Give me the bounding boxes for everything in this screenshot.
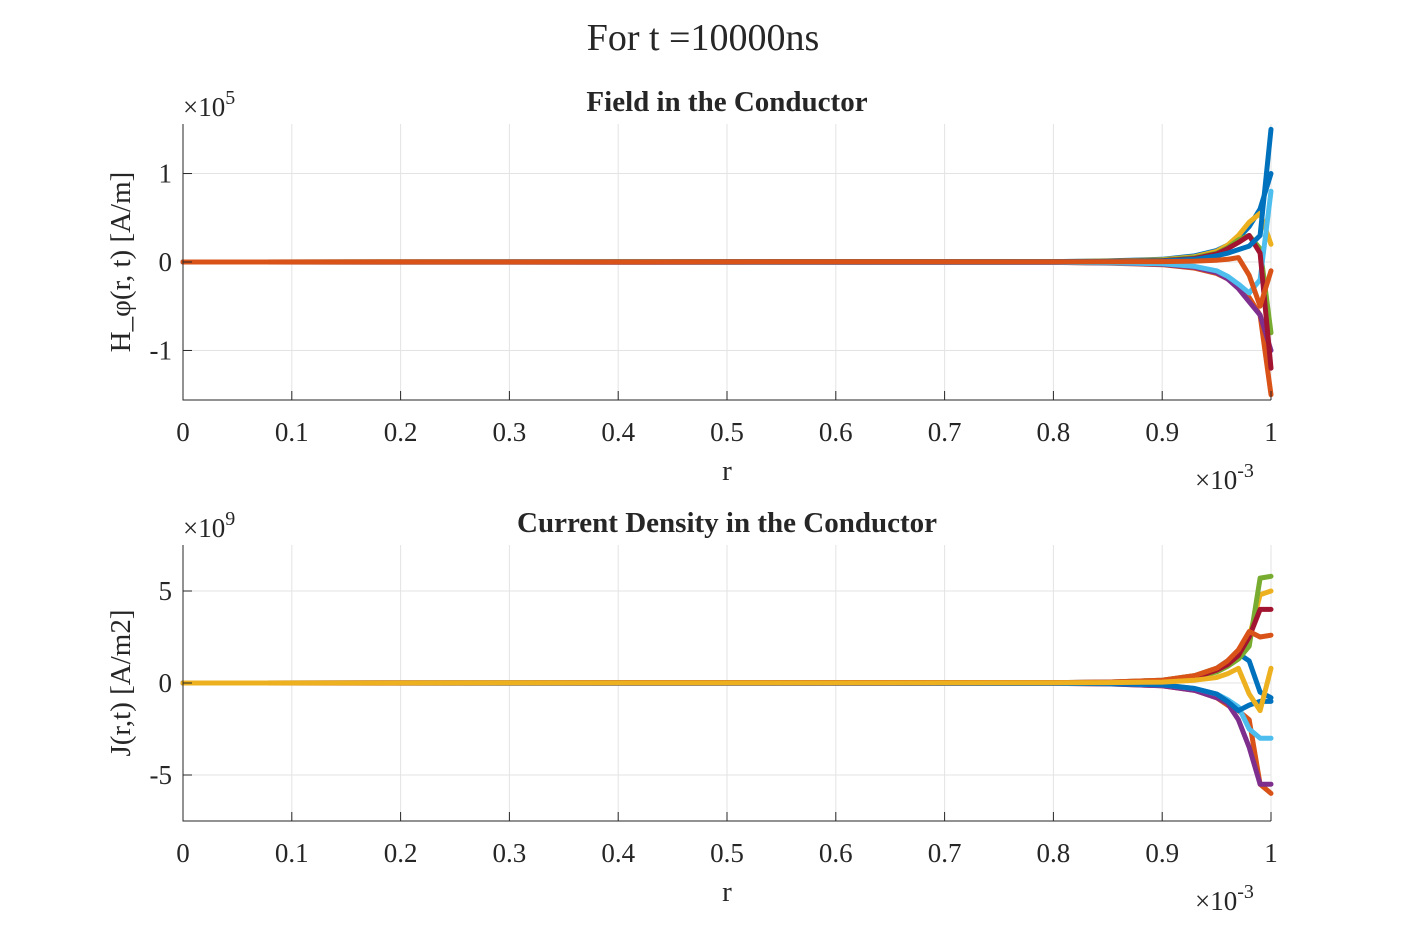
y-tick-label: 5 [159, 576, 173, 606]
y-exponent-label: ×105 [183, 87, 235, 122]
series-line [180, 255, 1274, 309]
x-tick-label: 0.1 [275, 417, 309, 447]
y-tick-label: 0 [159, 668, 173, 698]
x-tick-label: 1 [1264, 838, 1278, 868]
x-exponent-label: ×10-3 [1195, 460, 1254, 495]
axes-title: Current Density in the Conductor [517, 507, 937, 539]
x-axis-label: r [722, 455, 732, 487]
x-tick-label: 0.8 [1037, 417, 1071, 447]
x-tick-label: 0.9 [1145, 417, 1179, 447]
x-tick-label: 0.7 [928, 838, 962, 868]
y-tick-label: -5 [150, 760, 173, 790]
x-tick-label: 0.6 [819, 838, 853, 868]
x-tick-label: 0.2 [384, 838, 418, 868]
x-exponent-label: ×10-3 [1195, 881, 1254, 916]
x-tick-label: 0.4 [601, 838, 635, 868]
x-tick-label: 0.5 [710, 838, 744, 868]
x-tick-label: 0.3 [493, 838, 527, 868]
y-tick-label: 1 [159, 159, 173, 189]
figure-suptitle: For t =10000ns [587, 17, 820, 59]
x-tick-label: 1 [1264, 417, 1278, 447]
field-axes: 0 0.1 0.2 0.3 0.4 0.5 0.6 0.7 0.8 0.9 1 -1 0 1 Field i… [105, 86, 1278, 495]
axes-title: Field in the Conductor [586, 86, 867, 118]
x-tick-label: 0.2 [384, 417, 418, 447]
x-tick-label: 0.8 [1037, 838, 1071, 868]
y-axis-label: H_φ(r, t) [A/m] [105, 172, 137, 353]
x-axis-label: r [722, 876, 732, 908]
x-tick-label: 0.3 [493, 417, 527, 447]
x-tick-label: 0.9 [1145, 838, 1179, 868]
y-axis-label: J(r,t) [A/m2] [105, 609, 137, 756]
y-tick-label: -1 [150, 335, 173, 365]
x-tick-label: 0 [176, 417, 190, 447]
x-tick-label: 0.6 [819, 417, 853, 447]
y-tick-label: 0 [159, 247, 173, 277]
series-line [180, 665, 1274, 714]
x-tick-label: 0 [176, 838, 190, 868]
x-tick-label: 0.1 [275, 838, 309, 868]
current-density-axes: 0 0.1 0.2 0.3 0.4 0.5 0.6 0.7 0.8 0.9 1 -5 0 5 Current… [105, 507, 1278, 916]
y-exponent-label: ×109 [183, 508, 235, 543]
x-tick-label: 0.5 [710, 417, 744, 447]
x-tick-label: 0.4 [601, 417, 635, 447]
x-tick-label: 0.7 [928, 417, 962, 447]
